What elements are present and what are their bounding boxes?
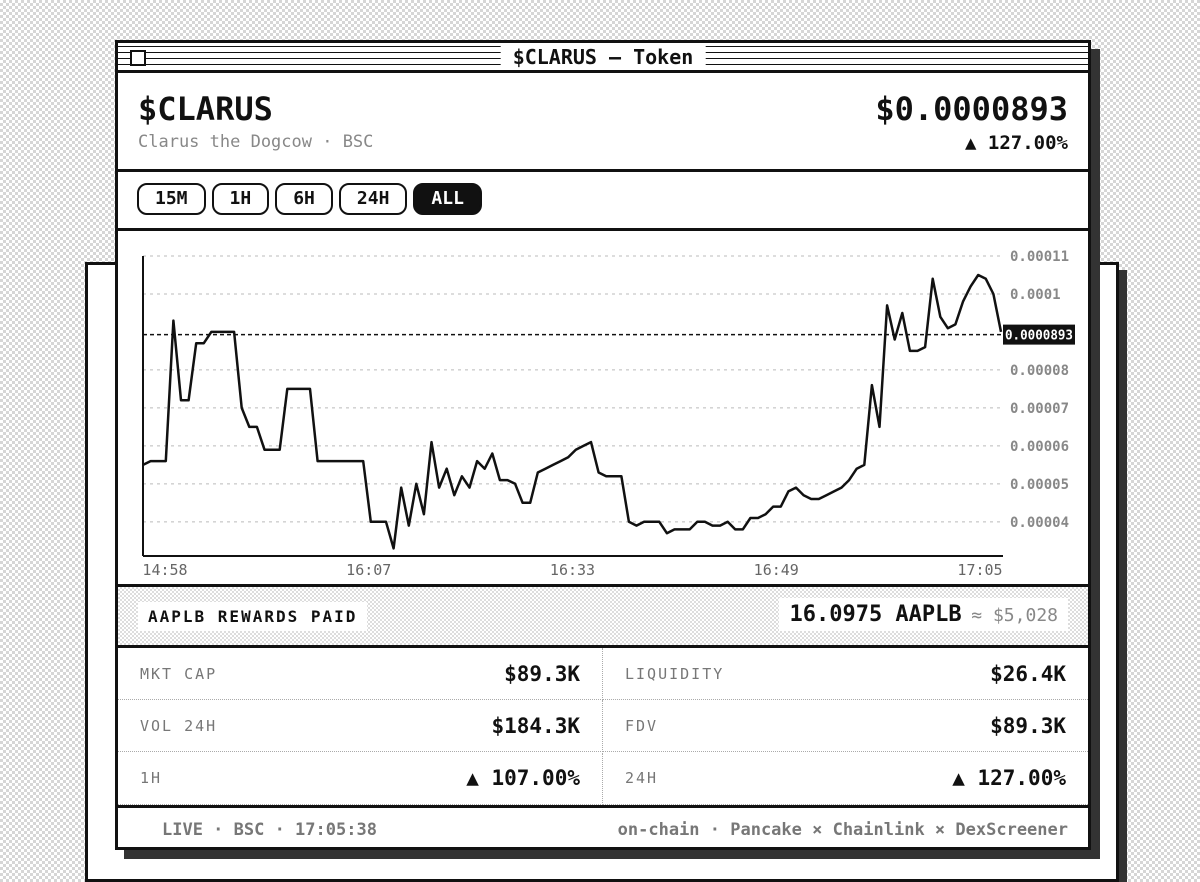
- stat-cell: LIQUIDITY $26.4K: [603, 648, 1088, 700]
- timeframe-button[interactable]: ALL: [413, 183, 482, 215]
- stat-label: 24H: [625, 769, 659, 788]
- x-tick-label: 14:58: [142, 561, 187, 579]
- stat-value: $26.4K: [990, 661, 1066, 686]
- footer-sources: on-chain · Pancake × Chainlink × DexScre…: [617, 820, 1068, 840]
- price-chart: 0.00004 0.00005 0.00006 0.00007 0.00008 0.000…: [142, 249, 1075, 579]
- y-tick-label: 0.0001: [1010, 287, 1061, 303]
- stat-value: $89.3K: [990, 713, 1066, 738]
- timeframe-bar: 15M 1H 6H 24H ALL: [118, 172, 1088, 231]
- stats-grid: MKT CAP $89.3K LIQUIDITY $26.4K VOL 24H $184.…: [118, 648, 1088, 808]
- rewards-label: AAPLB REWARDS PAID: [138, 602, 368, 631]
- stat-label: MKT CAP: [140, 664, 218, 683]
- stat-label: FDV: [625, 716, 659, 735]
- stat-value: $184.3K: [491, 713, 580, 738]
- timeframe-button[interactable]: 15M: [137, 183, 206, 215]
- token-name: Clarus the Dogcow · BSC: [138, 132, 374, 152]
- x-tick-label: 16:07: [346, 561, 391, 579]
- price-line: [142, 273, 1003, 550]
- stat-value: ▲ 127.00%: [952, 766, 1066, 791]
- timeframe-button[interactable]: 6H: [275, 183, 333, 215]
- x-tick-label: 16:33: [550, 561, 595, 579]
- x-tick-label: 17:05: [957, 561, 1002, 579]
- stat-cell: 1H ▲ 107.00%: [118, 752, 603, 805]
- window-title: $CLARUS — Token: [500, 45, 706, 69]
- rewards-usd: ≈ $5,028: [971, 605, 1058, 626]
- stat-cell: 24H ▲ 127.00%: [603, 753, 1088, 805]
- stat-label: LIQUIDITY: [625, 664, 725, 683]
- rewards-bar: AAPLB REWARDS PAID 16.0975 AAPLB ≈ $5,02…: [118, 584, 1088, 648]
- y-tick-label: 0.00005: [1010, 477, 1069, 493]
- y-tick-label: 0.00006: [1010, 439, 1069, 455]
- stat-cell: VOL 24H $184.3K: [118, 700, 603, 753]
- footer-status: LIVE · BSC · 17:05:38: [162, 820, 377, 840]
- y-tick-label: 0.00011: [1010, 249, 1069, 265]
- price: $0.0000893: [875, 90, 1068, 128]
- stat-cell: FDV $89.3K: [603, 700, 1088, 753]
- current-price-label: 0.0000893: [1005, 329, 1073, 344]
- current-price-tag: [1003, 324, 1075, 345]
- price-change: ▲ 127.00%: [965, 132, 1068, 154]
- rewards-amount: 16.0975 AAPLB: [789, 602, 962, 627]
- header: $CLARUS Clarus the Dogcow · BSC $0.00008…: [118, 76, 1088, 172]
- stat-label: 1H: [140, 769, 163, 788]
- y-tick-label: 0.00008: [1010, 363, 1069, 379]
- stat-label: VOL 24H: [140, 716, 218, 735]
- x-tick-label: 16:49: [754, 561, 799, 579]
- timeframe-button[interactable]: 24H: [338, 183, 408, 215]
- stat-value: ▲ 107.00%: [466, 766, 580, 791]
- y-tick-label: 0.00007: [1010, 401, 1069, 417]
- window: $CLARUS — Token $CLARUS Clarus the Dogco…: [115, 40, 1091, 850]
- stat-cell: MKT CAP $89.3K: [118, 648, 603, 700]
- y-tick-label: 0.00004: [1010, 515, 1069, 531]
- close-box[interactable]: [130, 50, 146, 66]
- timeframe-button[interactable]: 1H: [211, 183, 270, 215]
- title-bar: $CLARUS — Token: [118, 43, 1088, 73]
- stat-value: $89.3K: [504, 661, 580, 686]
- symbol: $CLARUS: [138, 90, 273, 128]
